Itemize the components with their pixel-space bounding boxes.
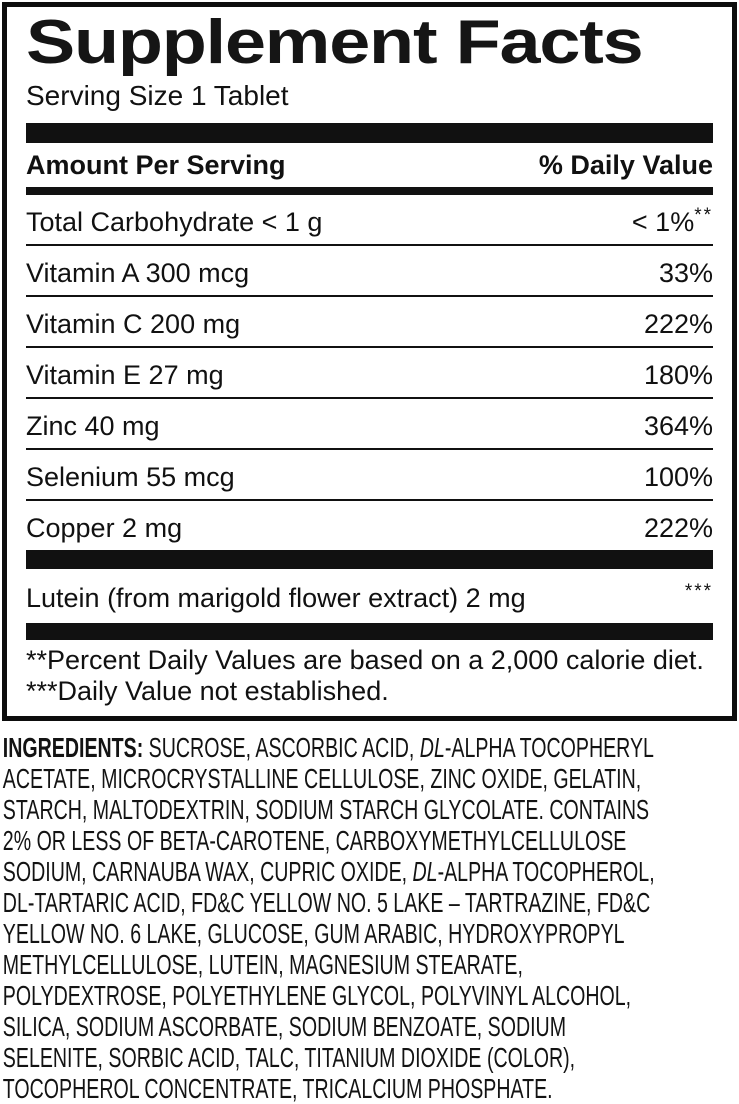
panel-title: Supplement Facts — [26, 8, 644, 77]
nutrient-name: Total Carbohydrate < 1 g — [26, 207, 323, 237]
ingredients-line: DL-TARTARIC ACID, FD&C YELLOW NO. 5 LAKE… — [2, 887, 651, 918]
ingredients-line: SILICA, SODIUM ASCORBATE, SODIUM BENZOAT… — [2, 1011, 567, 1042]
nutrient-daily-value: 33% — [658, 258, 713, 288]
footnotes: **Percent Daily Values are based on a 2,… — [26, 645, 713, 707]
nutrient-row-lutein: Lutein (from marigold flower extract) 2 … — [26, 569, 713, 623]
nutrient-name: Vitamin E 27 mg — [26, 360, 224, 390]
divider-medium — [26, 187, 713, 195]
nutrient-daily-value: *** — [685, 577, 713, 613]
ingredients-line: ACETATE, MICROCRYSTALLINE CELLULOSE, ZIN… — [2, 763, 642, 794]
ingredients-line: STARCH, MALTODEXTRIN, SODIUM STARCH GLYC… — [2, 794, 650, 825]
supplement-facts-panel: Supplement Facts Serving Size 1 Tablet A… — [2, 2, 737, 721]
nutrient-table: Total Carbohydrate < 1 g < 1%** Vitamin … — [26, 195, 713, 550]
ingredients-line: POLYDEXTROSE, POLYETHYLENE GLYCOL, POLYV… — [2, 980, 632, 1011]
nutrient-name: Zinc 40 mg — [26, 411, 160, 441]
ingredients-line: TOCOPHEROL CONCENTRATE, TRICALCIUM PHOSP… — [2, 1073, 553, 1104]
nutrient-name: Selenium 55 mcg — [26, 462, 235, 492]
nutrient-name: Lutein (from marigold flower extract) 2 … — [26, 583, 526, 613]
ingredients-line: INGREDIENTS: SUCROSE, ASCORBIC ACID, DL-… — [2, 732, 654, 763]
nutrient-name: Vitamin A 300 mcg — [26, 258, 250, 288]
nutrient-row-selenium: Selenium 55 mcg 100% — [26, 448, 713, 499]
nutrient-daily-value: 180% — [643, 360, 713, 390]
footnote-marker: *** — [684, 581, 713, 602]
nutrient-daily-value: 364% — [643, 411, 713, 441]
nutrient-row-vitamin-a: Vitamin A 300 mcg 33% — [26, 244, 713, 295]
divider-thick-bottom — [26, 623, 713, 640]
serving-size: Serving Size 1 Tablet — [26, 80, 289, 111]
nutrient-daily-value: 222% — [643, 513, 713, 543]
nutrient-daily-value: 222% — [643, 309, 713, 339]
italic-dl: DL — [412, 856, 438, 887]
nutrient-name: Vitamin C 200 mg — [26, 309, 241, 339]
nutrient-row-vitamin-e: Vitamin E 27 mg 180% — [26, 346, 713, 397]
footnote-not-established: ***Daily Value not established. — [26, 676, 389, 706]
nutrient-daily-value: < 1%** — [631, 205, 713, 237]
footnote-marker: ** — [694, 205, 713, 226]
daily-value-header: % Daily Value — [538, 150, 713, 180]
ingredients-section: INGREDIENTS: SUCROSE, ASCORBIC ACID, DL-… — [0, 732, 739, 1104]
ingredients-line: SODIUM, CARNAUBA WAX, CUPRIC OXIDE, DL-A… — [2, 856, 655, 887]
nutrient-daily-value: 100% — [643, 462, 713, 492]
footnote-daily-values: **Percent Daily Values are based on a 2,… — [26, 645, 704, 675]
nutrient-row-copper: Copper 2 mg 222% — [26, 499, 713, 550]
ingredients-label: INGREDIENTS: — [2, 732, 144, 763]
table-header: Amount Per Serving % Daily Value — [26, 143, 713, 187]
divider-thick-mid — [26, 550, 713, 569]
nutrient-row-vitamin-c: Vitamin C 200 mg 222% — [26, 295, 713, 346]
ingredients-line: SELENITE, SORBIC ACID, TALC, TITANIUM DI… — [2, 1042, 576, 1073]
italic-dl: DL — [419, 732, 445, 763]
ingredients-line: METHYLCELLULOSE, LUTEIN, MAGNESIUM STEAR… — [2, 949, 523, 980]
divider-thick-top — [26, 123, 713, 143]
nutrient-row-total-carbohydrate: Total Carbohydrate < 1 g < 1%** — [26, 195, 713, 244]
nutrient-name: Copper 2 mg — [26, 513, 183, 543]
nutrient-row-zinc: Zinc 40 mg 364% — [26, 397, 713, 448]
amount-per-serving-header: Amount Per Serving — [26, 150, 286, 180]
ingredients-line: 2% OR LESS OF BETA-CAROTENE, CARBOXYMETH… — [2, 825, 627, 856]
ingredients-line: YELLOW NO. 6 LAKE, GLUCOSE, GUM ARABIC, … — [2, 918, 625, 949]
